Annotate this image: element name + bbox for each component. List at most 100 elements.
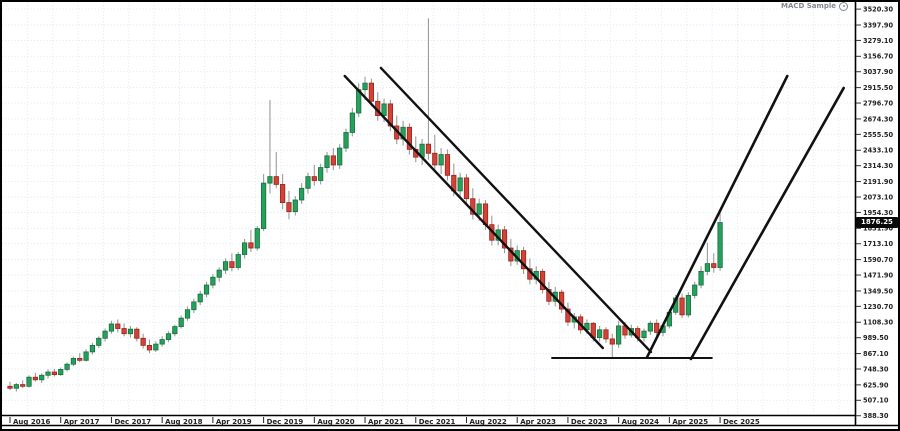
price-axis-label: 507.10	[863, 397, 889, 405]
candle-body-May-2018	[140, 337, 146, 346]
price-axis-label: 1471.90	[863, 271, 893, 279]
circle-dot-icon	[839, 1, 848, 11]
candle-body-Oct-2018	[172, 326, 178, 335]
price-axis-label: 2796.70	[863, 99, 893, 107]
candle-body-Dec-2024	[641, 330, 647, 339]
time-axis-label: Dec 2025	[723, 418, 760, 426]
time-axis-label: Apr 2025	[672, 418, 708, 426]
candle-body-Jun-2019	[222, 261, 229, 271]
candle-body-Feb-2022	[425, 143, 432, 154]
trendline-down-channel-outer	[379, 66, 653, 354]
time-axis-label: Apr 2021	[368, 418, 404, 426]
indicator-name: MACD Sample	[781, 2, 836, 10]
candle-body-Jul-2018	[153, 343, 159, 351]
candle-body-Jul-2024	[609, 338, 615, 345]
candle-body-Oct-2022	[476, 203, 482, 215]
candle-body-May-2024	[597, 329, 603, 339]
time-axis-label: Aug 2024	[622, 418, 659, 426]
price-axis-label: 3037.90	[863, 68, 893, 76]
candle-body-Aug-2020	[311, 176, 317, 181]
candle-body-Mar-2019	[203, 284, 210, 295]
candle-body-Nov-2016	[26, 376, 32, 387]
candle-body-May-2017	[64, 363, 70, 370]
candle-body-Apr-2021	[362, 82, 368, 91]
candle-body-Mar-2018	[127, 328, 134, 335]
candle-body-Jun-2018	[146, 345, 153, 351]
price-axis-label: 1108.30	[863, 319, 893, 327]
candle-body-Jun-2017	[70, 357, 76, 365]
candle-body-Feb-2017	[45, 371, 51, 376]
candle-body-May-2023	[520, 250, 527, 270]
time-axis-label: Aug 2022	[469, 418, 506, 426]
candle-body-May-2019	[216, 269, 222, 278]
time-axis-label: Aug 2016	[13, 418, 50, 426]
candle-body-Jul-2017	[77, 357, 83, 361]
time-axis-label: Dec 2017	[114, 418, 151, 426]
candle-body-Aug-2018	[159, 339, 165, 345]
candle-body-Jan-2025	[647, 322, 653, 332]
time-axis-label: Dec 2021	[419, 418, 456, 426]
price-axis-label: 1954.30	[863, 209, 893, 217]
candle-body-Nov-2025	[711, 263, 717, 268]
candle-body-Nov-2020	[330, 155, 336, 166]
candle-body-Nov-2021	[406, 126, 413, 150]
time-axis-label: Aug 2020	[317, 418, 354, 426]
candle-body-Aug-2016	[7, 385, 13, 389]
candle-body-Jan-2021	[343, 132, 349, 149]
candle-body-Oct-2017	[96, 337, 102, 346]
candle-body-Dec-2018	[184, 309, 191, 319]
candle-body-Sep-2018	[165, 333, 172, 340]
candle-body-Dec-2020	[337, 147, 343, 166]
price-axis-label: 867.10	[863, 350, 889, 358]
time-axis-label: Aug 2018	[165, 418, 202, 426]
candle-body-Jun-2024	[603, 329, 609, 340]
candle-body-Apr-2019	[210, 276, 216, 286]
price-axis-label: 2915.50	[863, 84, 893, 92]
candle-body-Nov-2017	[102, 330, 108, 339]
candle-body-Feb-2018	[121, 328, 127, 335]
candle-body-Dec-2017	[108, 323, 115, 332]
candle-body-Apr-2018	[134, 328, 140, 339]
candle-body-Jul-2020	[305, 176, 311, 189]
candle-body-May-2022	[444, 154, 451, 176]
candle-body-Jan-2020	[267, 176, 273, 184]
trendline-down-channel-inner	[343, 74, 604, 350]
candle-body-Jan-2019	[191, 301, 197, 311]
candle-body-Sep-2019	[241, 242, 248, 255]
price-axis-label: 1230.70	[863, 303, 893, 311]
candle-body-Mar-2020	[280, 184, 286, 203]
price-axis-label: 2555.50	[863, 131, 893, 139]
price-axis-label: 388.30	[863, 412, 889, 420]
candle-body-Jun-2025	[679, 297, 685, 316]
candle-body-Mar-2017	[51, 371, 57, 376]
candle-body-May-2021	[368, 82, 374, 102]
price-axis-panel[interactable]	[855, 0, 900, 425]
time-axis-label: Dec 2023	[571, 418, 608, 426]
candle-body-Jul-2022	[457, 177, 463, 192]
price-axis-label: 1349.50	[863, 287, 893, 295]
candle-body-Oct-2020	[324, 155, 330, 168]
candle-body-Feb-2019	[197, 293, 203, 303]
time-axis-label: Apr 2023	[520, 418, 556, 426]
candle-body-Apr-2017	[58, 369, 64, 376]
candle-body-Sep-2016	[13, 384, 19, 389]
candle-body-Aug-2025	[692, 284, 698, 296]
candle-body-Apr-2020	[286, 202, 292, 213]
candle-body-Feb-2020	[273, 176, 279, 185]
candle-body-Jul-2025	[685, 295, 691, 316]
price-axis-label: 2674.30	[863, 115, 893, 123]
indicator-label[interactable]: MACD Sample	[781, 1, 848, 11]
trendline-up-channel-outer	[689, 86, 846, 361]
candle-body-Sep-2020	[318, 167, 324, 181]
candle-body-Dec-2019	[260, 182, 267, 229]
candle-body-May-2020	[292, 199, 298, 213]
candle-body-Oct-2025	[704, 263, 711, 272]
candle-body-Feb-2023	[501, 229, 508, 249]
price-axis-label: 3397.90	[863, 21, 893, 29]
candle-body-Aug-2021	[387, 103, 394, 127]
candle-body-Feb-2021	[349, 112, 355, 133]
candle-body-Nov-2018	[178, 317, 184, 327]
price-axis-label: 2073.10	[863, 193, 893, 201]
